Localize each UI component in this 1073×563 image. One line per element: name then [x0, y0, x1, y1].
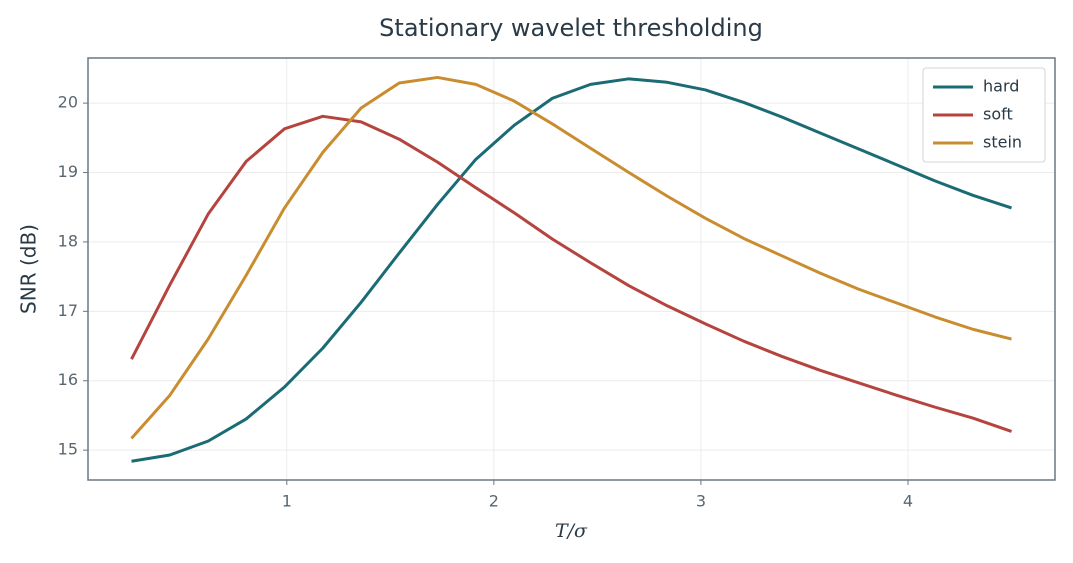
- y-tick-label: 17: [58, 301, 78, 320]
- legend-box: [922, 67, 1046, 163]
- y-tick-label: 15: [58, 440, 78, 459]
- x-tick-label: 3: [696, 492, 706, 511]
- x-tick-label: 4: [903, 492, 913, 511]
- y-axis-label: SNR (dB): [17, 224, 41, 314]
- x-tick-label: 1: [282, 492, 292, 511]
- line-series: [130, 75, 1012, 440]
- legend-label: hard: [983, 77, 1019, 96]
- y-tick-label: 18: [58, 231, 78, 250]
- y-tick-label: 20: [58, 93, 78, 112]
- line-series: [131, 77, 1012, 463]
- line-series: [130, 114, 1013, 433]
- legend: hard soft stein: [922, 67, 1046, 163]
- chart-title: Stationary wavelet thresholding: [379, 14, 763, 42]
- x-tick-label: 2: [489, 492, 499, 511]
- x-axis-label: T/σ: [555, 520, 588, 542]
- legend-label: stein: [983, 133, 1022, 152]
- y-tick-label: 16: [58, 370, 78, 389]
- plot-frame: [87, 57, 1056, 481]
- y-tick-label: 19: [58, 162, 78, 181]
- legend-label: soft: [983, 105, 1013, 124]
